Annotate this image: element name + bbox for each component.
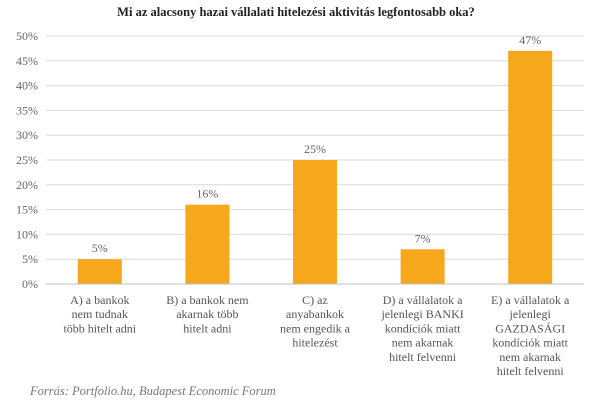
data-labels: 5% 16% 25% 7% 47% (92, 33, 541, 255)
chart-title: Mi az alacsony hazai vállalati hitelezés… (117, 5, 475, 19)
category-label: B) a bankok nem akarnak több hitelt adni (166, 293, 249, 335)
y-tick-label: 30% (16, 128, 38, 142)
bar (293, 160, 337, 284)
bar (77, 259, 122, 284)
category-label: A) a bankok nem tudnak több hitelt adni (63, 293, 136, 335)
source-note: Forrás: Portfolio.hu, Budapest Economic … (29, 384, 276, 398)
data-label: 5% (92, 241, 108, 255)
y-tick-label: 40% (16, 79, 38, 93)
y-tick-label: 50% (16, 29, 38, 43)
bar (185, 204, 230, 284)
bar (400, 249, 445, 284)
y-tick-label: 45% (16, 54, 38, 68)
y-tick-label: 25% (16, 153, 38, 167)
category-label: D) a vállalatok a jelenlegi BANKI kondíció… (380, 293, 463, 364)
y-tick-label: 20% (16, 178, 38, 192)
y-tick-label: 15% (16, 203, 38, 217)
y-tick-label: 5% (22, 252, 38, 266)
category-label: E) a vállalatok a jelenlegi GAZDASÁGI kondí… (491, 293, 570, 378)
data-label: 47% (519, 33, 541, 47)
y-tick-label: 10% (16, 227, 38, 241)
data-label: 25% (304, 142, 326, 156)
y-tick-label: 0% (22, 277, 38, 291)
category-label: C) az anyabankok nem engedik a hitelezést (280, 293, 351, 350)
bars (77, 50, 553, 284)
data-label: 16% (196, 187, 218, 201)
data-label: 7% (415, 231, 431, 245)
y-tick-label: 35% (16, 103, 38, 117)
bar (508, 50, 553, 284)
category-labels: A) a bankok nem tudnak több hitelt adni B) … (63, 293, 570, 378)
y-axis-ticks: 0% 5% 10% 15% 20% 25% 30% 35% 40% 45% 50% (16, 29, 38, 291)
